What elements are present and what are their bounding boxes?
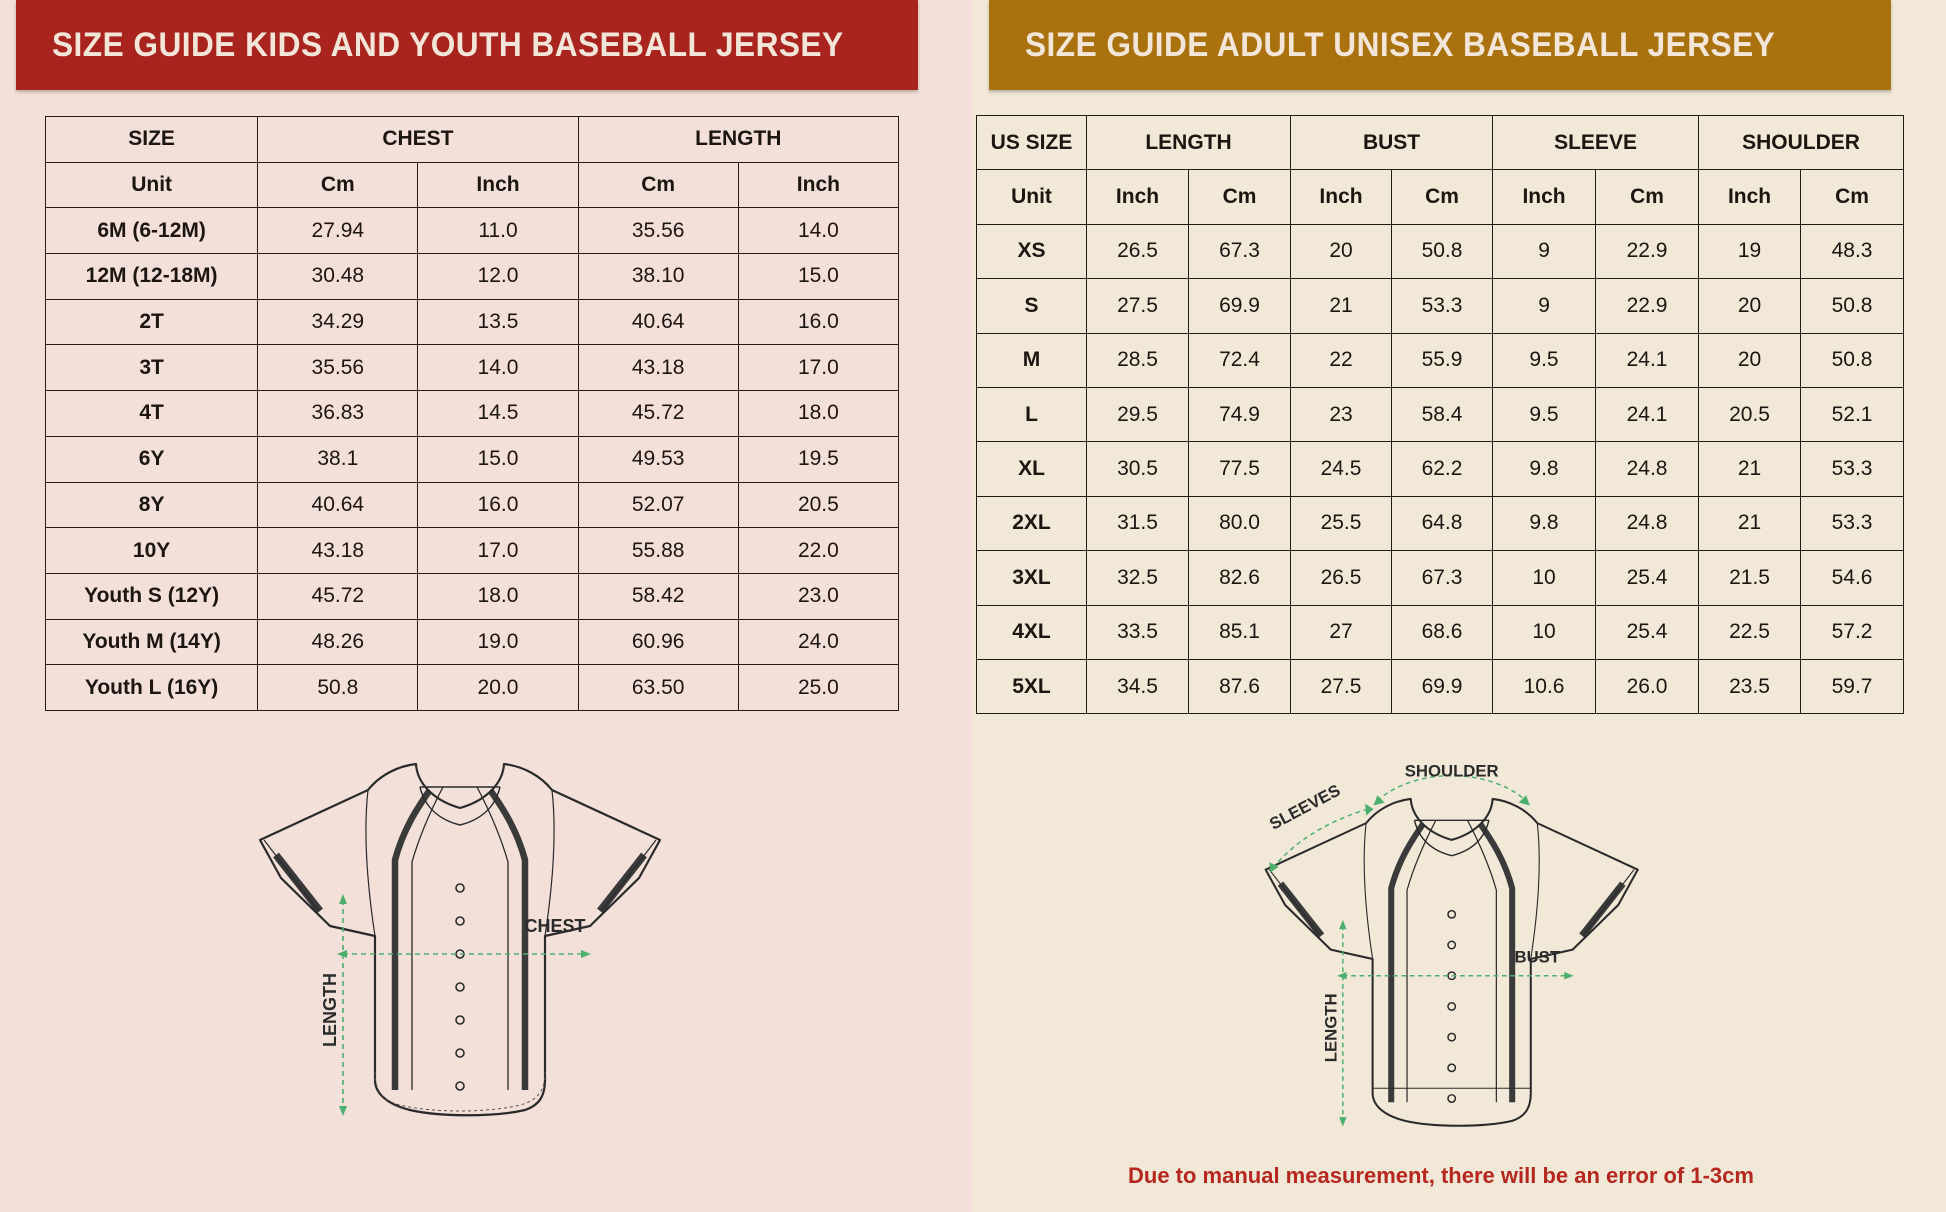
svg-text:LENGTH: LENGTH (320, 973, 340, 1047)
svg-text:BUST: BUST (1515, 948, 1561, 967)
svg-text:CHEST: CHEST (524, 916, 585, 936)
svg-text:SHOULDER: SHOULDER (1405, 762, 1499, 781)
svg-text:LENGTH: LENGTH (1321, 993, 1340, 1062)
svg-text:SLEEVES: SLEEVES (1266, 781, 1343, 834)
